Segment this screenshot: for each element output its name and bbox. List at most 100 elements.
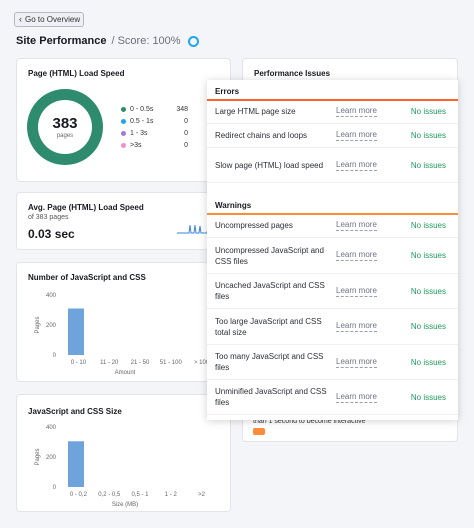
x-tick-label: >2: [198, 492, 206, 498]
issues-panel: Errors Large HTML page size Learn more No …: [207, 80, 458, 420]
avg-speed-title: Avg. Page (HTML) Load Speed: [28, 203, 144, 212]
issue-name: Large HTML page size: [215, 107, 296, 116]
avg-speed-value: 0.03 sec: [28, 227, 75, 241]
issue-status: No issues: [410, 357, 446, 367]
issue-name: Too many JavaScript and CSS files: [215, 352, 324, 372]
legend-row: 0 - 0.5s 348: [121, 103, 188, 115]
legend-label: 1 - 3s: [130, 129, 148, 137]
y-tick-label: 0: [53, 353, 57, 359]
legend-value: 348: [176, 105, 188, 113]
score-text: / Score: 100%: [111, 35, 181, 47]
learn-more-link[interactable]: Learn more: [336, 285, 377, 297]
issue-status: No issues: [410, 322, 446, 331]
issue-status: No issues: [410, 107, 446, 116]
page-title-row: Site Performance / Score: 100%: [16, 35, 199, 47]
issue-name: Unminified JavaScript and CSS files: [215, 387, 327, 407]
issue-name: Redirect chains and loops: [215, 131, 308, 140]
x-tick-label: 1 - 2: [165, 492, 178, 498]
issue-row: Uncached JavaScript and CSS files Learn m…: [207, 274, 458, 309]
legend-label: 0.5 - 1s: [130, 117, 154, 125]
new-badge: [253, 427, 265, 435]
legend-dot-icon: [121, 106, 126, 112]
learn-more-link[interactable]: Learn more: [336, 321, 377, 332]
issue-row: Uncompressed pages Learn more No issues: [207, 214, 458, 238]
issue-name: Uncompressed pages: [215, 221, 293, 230]
issue-row: Large HTML page size Learn more No issues: [207, 100, 458, 124]
y-axis-label: Pages: [35, 448, 41, 465]
x-tick-label: 0,2 - 0,5: [98, 492, 121, 498]
issue-status: No issues: [410, 251, 446, 260]
warnings-divider: [207, 213, 458, 215]
learn-more-link[interactable]: Learn more: [336, 220, 377, 231]
avg-speed-card: Avg. Page (HTML) Load Speed of 383 pages…: [16, 192, 231, 250]
x-tick-label: > 100: [194, 360, 210, 366]
learn-more-link[interactable]: Learn more: [336, 250, 377, 261]
learn-more-link[interactable]: Learn more: [336, 159, 377, 171]
learn-more-link[interactable]: Learn more: [336, 391, 377, 403]
performance-issues-title: Performance Issues: [254, 69, 331, 78]
x-tick-label: 0 - 10: [71, 360, 87, 366]
js-css-size-chart: Pages 400 200 0 0 - 0,2 0,2 - 0,5 0,5 - 1 1 - 2…: [35, 425, 206, 508]
issue-row: Unminified JavaScript and CSS files Learn…: [207, 380, 458, 415]
x-tick-label: 0,5 - 1: [131, 492, 149, 498]
js-css-size-card: JavaScript and CSS Size Pages 400 200 0 0 - …: [16, 394, 231, 512]
js-css-count-card: Number of JavaScript and CSS Pages 400 200…: [16, 262, 231, 382]
js-css-count-chart: Pages 400 200 0 0 - 10 11 - 20 21 - 50 51 - 100…: [35, 293, 210, 376]
performance-issues-bottom-text: than 1 second to become interactive: [253, 417, 373, 437]
errors-heading: Errors: [215, 87, 240, 96]
js-css-count-title: Number of JavaScript and CSS: [28, 273, 146, 282]
legend-label: 0 - 0.5s: [130, 105, 154, 113]
issue-name: Uncompressed JavaScript and CSS files: [215, 245, 324, 266]
learn-more-link[interactable]: Learn more: [336, 130, 377, 141]
legend-row: 0.5 - 1s 0: [121, 115, 188, 127]
issue-name: Uncached JavaScript and CSS files: [215, 281, 325, 301]
chevron-left-icon: ‹: [19, 14, 22, 24]
x-tick-label: 0 - 0,2: [70, 492, 88, 498]
legend-value: 0: [184, 117, 188, 125]
x-tick-label: 51 - 100: [160, 360, 183, 366]
legend-value: 0: [184, 141, 188, 149]
learn-more-link[interactable]: Learn more: [336, 106, 377, 117]
legend-dot-icon: [121, 142, 126, 148]
page-title: Site Performance: [16, 35, 107, 47]
load-speed-donut: 383 pages: [27, 89, 103, 165]
legend-dot-icon: [121, 118, 126, 124]
issue-row: Too many JavaScript and CSS files Learn m…: [207, 345, 458, 380]
issue-name: Too large JavaScript and CSS total size: [215, 316, 322, 337]
score-ring-icon: [187, 35, 199, 47]
issue-row: Slow page (HTML) load speed Learn more No …: [207, 148, 458, 183]
avg-speed-subtitle: of 383 pages: [28, 214, 69, 221]
bar[interactable]: [68, 308, 84, 356]
donut-unit: pages: [56, 132, 74, 139]
y-axis-label: Pages: [35, 316, 41, 333]
issue-row: Redirect chains and loops Learn more No is…: [207, 124, 458, 148]
y-tick-label: 400: [46, 293, 57, 299]
issue-row: Too large JavaScript and CSS total size L…: [207, 309, 458, 345]
issue-row: Uncompressed JavaScript and CSS files Lea…: [207, 238, 458, 274]
js-css-size-title: JavaScript and CSS Size: [28, 407, 122, 416]
go-to-overview-button[interactable]: ‹ Go to Overview: [14, 12, 84, 27]
issue-status: No issues: [410, 160, 446, 170]
legend-label: >3s: [130, 141, 142, 149]
y-tick-label: 0: [53, 485, 57, 491]
legend-value: 0: [184, 129, 188, 137]
legend-row: >3s 0: [121, 139, 188, 151]
issue-name: Slow page (HTML) load speed: [215, 160, 324, 170]
legend-row: 1 - 3s 0: [121, 127, 188, 139]
load-speed-card: Page (HTML) Load Speed 383 pages 0 - 0.5…: [16, 58, 231, 182]
donut-total: 383: [52, 114, 78, 132]
x-tick-label: 11 - 20: [100, 360, 119, 366]
issue-status: No issues: [410, 392, 446, 402]
back-label: Go to Overview: [25, 15, 81, 24]
y-tick-label: 200: [46, 455, 57, 461]
issue-status: No issues: [410, 221, 446, 230]
load-speed-title: Page (HTML) Load Speed: [28, 69, 125, 78]
issue-status: No issues: [410, 131, 446, 140]
x-axis-label: Size (MB): [112, 502, 138, 508]
learn-more-link[interactable]: Learn more: [336, 356, 377, 368]
bar[interactable]: [68, 441, 84, 487]
load-speed-legend: 0 - 0.5s 348 0.5 - 1s 0 1 - 3s 0 >3s 0: [121, 103, 188, 151]
x-tick-label: 21 - 50: [131, 360, 150, 366]
issue-status: No issues: [410, 286, 446, 296]
legend-dot-icon: [121, 130, 126, 136]
